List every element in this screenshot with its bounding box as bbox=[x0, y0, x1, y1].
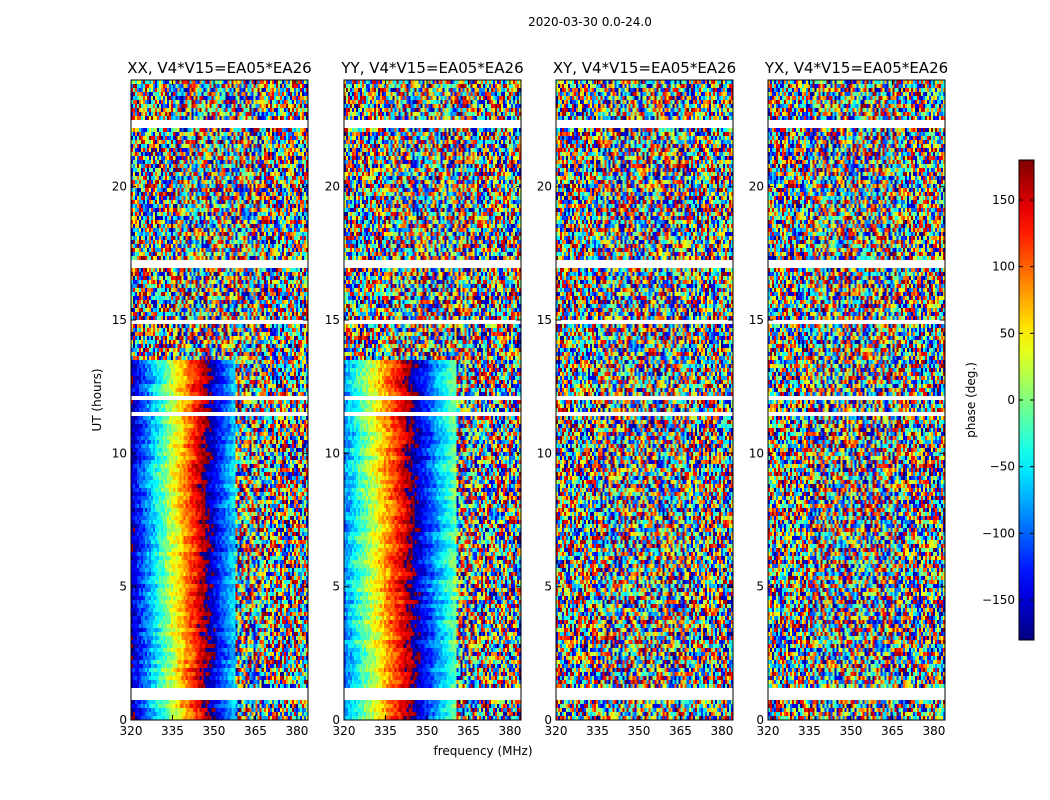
x-tick-label: 365 bbox=[244, 724, 267, 738]
x-tick-label: 380 bbox=[498, 724, 521, 738]
panel-2: YY, V4*V15=EA05*EA26 320 335 350 365 380 0 5 10 1… bbox=[325, 59, 524, 738]
y-tick-label: 20 bbox=[325, 180, 340, 194]
x-tick-label: 320 bbox=[333, 724, 356, 738]
panel-3: XY, V4*V15=EA05*EA26 320 335 350 365 380 0 5 10 1… bbox=[537, 59, 736, 738]
colorbar-label: phase (deg.) bbox=[964, 362, 978, 438]
colorbar-tick-label: −150 bbox=[982, 593, 1015, 607]
x-tick-label: 350 bbox=[203, 724, 226, 738]
panel-heatmap bbox=[556, 80, 733, 720]
panel-frame bbox=[767, 79, 946, 721]
panels: XX, V4*V15=EA05*EA26 320 335 350 365 380 0 5 10 1… bbox=[112, 59, 948, 738]
y-tick-label: 10 bbox=[325, 446, 340, 460]
panel-4: YX, V4*V15=EA05*EA26 320 335 350 365 380 0 5 10 1… bbox=[749, 59, 948, 738]
x-tick-label: 350 bbox=[840, 724, 863, 738]
y-tick-label: 20 bbox=[749, 180, 764, 194]
y-tick-label: 15 bbox=[325, 313, 340, 327]
y-tick-label: 0 bbox=[332, 713, 340, 727]
x-tick-label: 365 bbox=[669, 724, 692, 738]
x-tick-label: 335 bbox=[798, 724, 821, 738]
panel-frame bbox=[343, 79, 522, 721]
panel-heatmap bbox=[344, 80, 521, 720]
x-axis-label: frequency (MHz) bbox=[433, 744, 532, 758]
y-tick-label: 20 bbox=[537, 180, 552, 194]
x-tick-label: 335 bbox=[586, 724, 609, 738]
x-tick-label: 380 bbox=[922, 724, 945, 738]
x-tick-label: 320 bbox=[120, 724, 143, 738]
panel-heatmap bbox=[768, 80, 945, 720]
figure-suptitle: 2020-03-30 0.0-24.0 bbox=[528, 15, 652, 29]
panel-title: XX, V4*V15=EA05*EA26 bbox=[127, 59, 311, 77]
panel-frame bbox=[555, 79, 734, 721]
x-tick-label: 335 bbox=[161, 724, 184, 738]
y-tick-label: 15 bbox=[537, 313, 552, 327]
colorbar-tick-label: 50 bbox=[1000, 326, 1015, 340]
x-tick-label: 335 bbox=[374, 724, 397, 738]
colorbar-tick-label: −100 bbox=[982, 526, 1015, 540]
y-tick-label: 5 bbox=[756, 580, 764, 594]
colorbar: −150 −100 −50 0 50 100 150 bbox=[982, 159, 1035, 641]
panel-frame bbox=[130, 79, 309, 721]
y-tick-label: 15 bbox=[112, 313, 127, 327]
colorbar-tick-label: −50 bbox=[990, 460, 1015, 474]
colorbar-tick-label: 0 bbox=[1007, 393, 1015, 407]
y-tick-label: 5 bbox=[544, 580, 552, 594]
colorbar-tick-label: 150 bbox=[992, 193, 1015, 207]
x-tick-label: 365 bbox=[457, 724, 480, 738]
y-tick-label: 10 bbox=[749, 446, 764, 460]
x-tick-label: 320 bbox=[545, 724, 568, 738]
x-tick-label: 350 bbox=[416, 724, 439, 738]
y-tick-label: 15 bbox=[749, 313, 764, 327]
colorbar-tick-label: 100 bbox=[992, 260, 1015, 274]
y-tick-label: 10 bbox=[112, 446, 127, 460]
y-tick-label: 10 bbox=[537, 446, 552, 460]
x-tick-label: 320 bbox=[757, 724, 780, 738]
y-tick-label: 20 bbox=[112, 180, 127, 194]
y-axis-label: UT (hours) bbox=[90, 368, 104, 431]
y-tick-label: 0 bbox=[756, 713, 764, 727]
x-tick-label: 380 bbox=[710, 724, 733, 738]
y-tick-label: 0 bbox=[544, 713, 552, 727]
panel-title: YY, V4*V15=EA05*EA26 bbox=[340, 59, 523, 77]
panel-1: XX, V4*V15=EA05*EA26 320 335 350 365 380 0 5 10 1… bbox=[112, 59, 312, 738]
panel-title: XY, V4*V15=EA05*EA26 bbox=[553, 59, 736, 77]
y-tick-label: 0 bbox=[119, 713, 127, 727]
panel-heatmap bbox=[131, 80, 308, 720]
x-tick-label: 350 bbox=[628, 724, 651, 738]
x-tick-label: 380 bbox=[285, 724, 308, 738]
x-tick-label: 365 bbox=[881, 724, 904, 738]
panel-title: YX, V4*V15=EA05*EA26 bbox=[764, 59, 948, 77]
y-tick-label: 5 bbox=[332, 580, 340, 594]
y-tick-label: 5 bbox=[119, 580, 127, 594]
